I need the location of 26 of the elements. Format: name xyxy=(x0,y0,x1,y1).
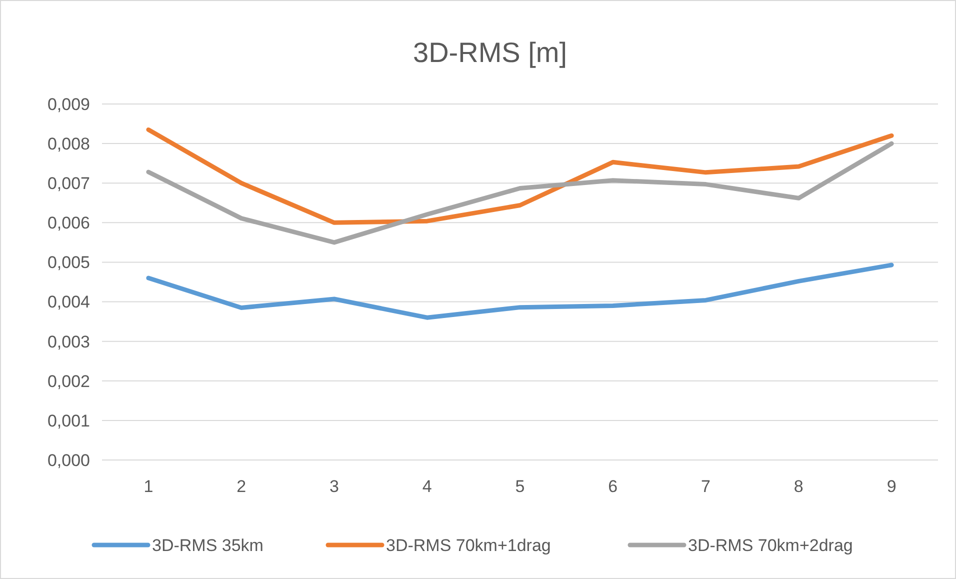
legend-label: 3D-RMS 70km+2drag xyxy=(688,536,853,555)
legend-label: 3D-RMS 35km xyxy=(152,536,264,555)
x-tick-label: 2 xyxy=(236,477,246,496)
y-tick-label: 0,006 xyxy=(47,214,90,233)
y-tick-label: 0,007 xyxy=(47,174,90,194)
x-tick-label: 5 xyxy=(515,477,525,496)
x-tick-label: 6 xyxy=(608,477,618,496)
x-tick-label: 8 xyxy=(794,477,804,496)
x-tick-label: 4 xyxy=(422,477,432,496)
x-tick-label: 3 xyxy=(329,477,339,496)
y-tick-label: 0,008 xyxy=(47,134,90,154)
y-tick-label: 0,009 xyxy=(47,94,90,114)
x-tick-label: 7 xyxy=(701,477,711,496)
line-series xyxy=(146,141,894,245)
y-tick-label: 0,004 xyxy=(47,292,90,312)
y-tick-label: 0,001 xyxy=(47,411,90,430)
chart-title: 3D-RMS [m] xyxy=(413,37,567,68)
x-tick-label: 9 xyxy=(886,477,896,496)
legend-label: 3D-RMS 70km+1drag xyxy=(386,536,551,555)
line-series xyxy=(146,127,894,225)
line-series xyxy=(146,262,894,320)
y-tick-label: 0,002 xyxy=(47,372,90,391)
y-tick-label: 0,005 xyxy=(47,253,90,272)
x-tick-label: 1 xyxy=(144,477,154,496)
y-tick-label: 0,000 xyxy=(47,450,90,470)
y-tick-label: 0,003 xyxy=(47,332,90,352)
